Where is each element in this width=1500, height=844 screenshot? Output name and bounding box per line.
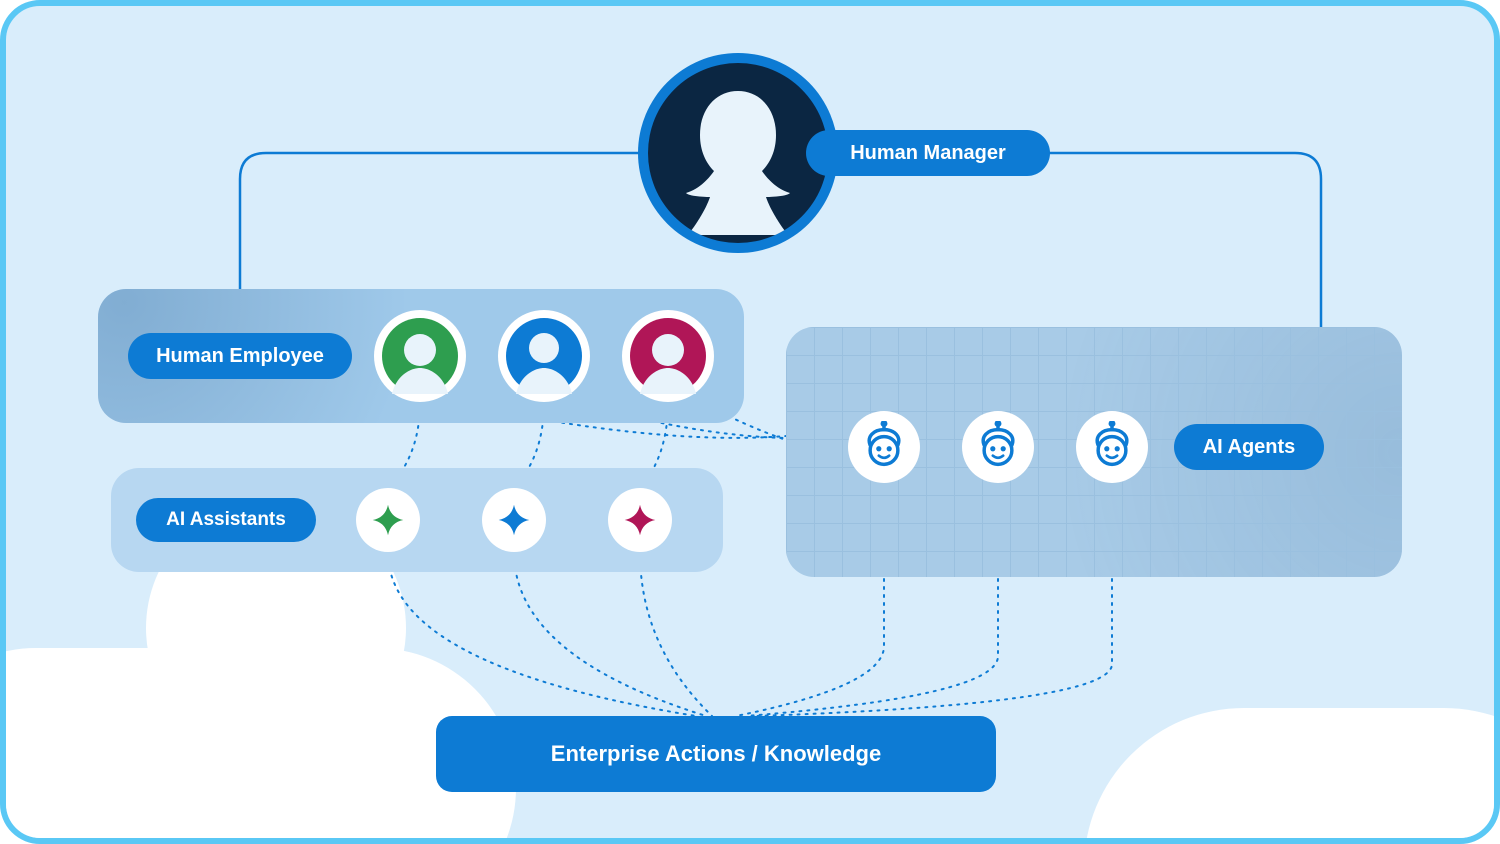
employee-avatar (498, 310, 590, 402)
ai-agent-node (962, 411, 1034, 483)
ai-agent-node (848, 411, 920, 483)
robot-icon (972, 421, 1024, 473)
robot-icon (1086, 421, 1138, 473)
sparkle-icon (623, 503, 657, 537)
person-silhouette-icon (374, 310, 466, 402)
label-human-manager: Human Manager (806, 130, 1050, 176)
cloud-decoration (1084, 708, 1500, 844)
employee-avatar (374, 310, 466, 402)
person-silhouette-icon (648, 63, 828, 243)
sparkle-icon (497, 503, 531, 537)
ai-assistant-node (356, 488, 420, 552)
person-silhouette-icon (498, 310, 590, 402)
employee-avatar (622, 310, 714, 402)
label-human-employee: Human Employee (128, 333, 352, 379)
robot-icon (858, 421, 910, 473)
person-silhouette-icon (622, 310, 714, 402)
label-ai-agents: AI Agents (1174, 424, 1324, 470)
ai-assistant-node (482, 488, 546, 552)
label-ai-assistants: AI Assistants (136, 498, 316, 542)
ai-assistant-node (608, 488, 672, 552)
diagram-frame: Human Manager Human Employee AI Assistan… (0, 0, 1500, 844)
sparkle-icon (371, 503, 405, 537)
ai-agent-node (1076, 411, 1148, 483)
enterprise-knowledge-box: Enterprise Actions / Knowledge (436, 716, 996, 792)
